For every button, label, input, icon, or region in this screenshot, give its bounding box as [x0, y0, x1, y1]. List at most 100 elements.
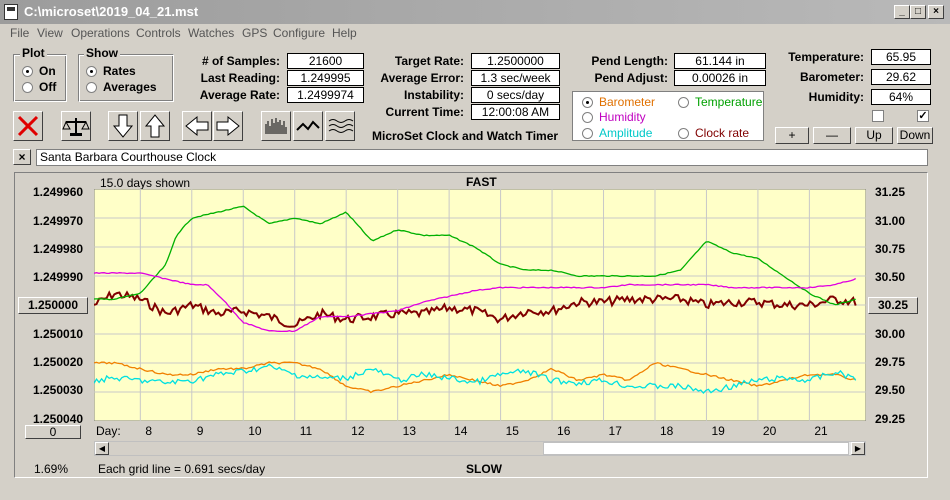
show-rates-radio[interactable]	[86, 66, 97, 77]
menu-watches[interactable]: Watches	[188, 26, 235, 40]
checkbox-2[interactable]: ✓	[917, 110, 929, 122]
plot-off-label: Off	[39, 80, 57, 94]
samples-field: 21600	[287, 53, 364, 69]
slow-label: SLOW	[466, 462, 502, 476]
right-tick-label: 29.50	[875, 383, 906, 397]
menu-view[interactable]: View	[37, 26, 63, 40]
average-rate-field: 1.2499974	[287, 87, 364, 103]
temperature-field: 65.95	[871, 49, 931, 65]
plot-on-radio[interactable]	[22, 66, 33, 77]
menu-configure[interactable]: Configure	[273, 26, 326, 40]
scrollbar-thumb[interactable]	[543, 442, 849, 455]
day-tick-label: 19	[711, 424, 725, 438]
description-field[interactable]: Santa Barbara Courthouse Clock	[36, 149, 928, 166]
left-axis-center-button[interactable]: 1.250000	[18, 297, 88, 314]
instability-field: 0 secs/day	[471, 87, 560, 103]
arrow-up-icon	[144, 114, 166, 138]
left-tick-label: 1.250010	[33, 327, 84, 341]
scroll-left-icon[interactable]: ◀	[95, 442, 109, 455]
stop-button[interactable]	[13, 111, 43, 141]
clock-rate-radio[interactable]	[678, 128, 689, 139]
pend-length-field: 61.144 in	[674, 53, 766, 69]
show-rates-label: Rates	[103, 64, 136, 78]
plot-off-radio[interactable]	[22, 82, 33, 93]
series-line-amplitude	[94, 363, 857, 394]
left-tick-label: 1.250020	[33, 355, 84, 369]
left-zero-button[interactable]: 0	[25, 425, 81, 439]
rate-chart	[94, 189, 866, 421]
right-tick-label: 30.75	[875, 242, 906, 256]
arrow-up-button[interactable]	[140, 111, 170, 141]
arrow-right-button[interactable]	[213, 111, 243, 141]
samples-label: # of Samples:	[201, 54, 280, 68]
menu-help[interactable]: Help	[332, 26, 357, 40]
left-tick-label: 1.249970	[33, 214, 84, 228]
right-tick-label: 30.00	[875, 327, 906, 341]
arrow-down-button[interactable]	[108, 111, 138, 141]
clear-description-button[interactable]: ×	[13, 149, 31, 165]
amplitude-radio[interactable]	[582, 128, 593, 139]
plot-group	[13, 54, 67, 102]
right-tick-label: 31.00	[875, 214, 906, 228]
temperature-radio[interactable]	[678, 97, 689, 108]
zoom-in-button[interactable]: +	[775, 127, 809, 144]
series-line-clock-rate	[94, 290, 857, 328]
pend-adjust-field: 0.00026 in	[674, 70, 766, 86]
scrollbar-track[interactable]	[109, 442, 543, 455]
histogram-button[interactable]	[261, 111, 291, 141]
left-tick-label: 1.250030	[33, 383, 84, 397]
left-tick-label: 1.249990	[33, 270, 84, 284]
day-tick-label: 11	[299, 424, 313, 438]
checkbox-1[interactable]	[872, 110, 884, 122]
days-shown-label: 15.0 days shown	[100, 176, 191, 190]
plot-panel	[14, 172, 928, 478]
day-tick-label: 12	[351, 424, 365, 438]
menu-operations[interactable]: Operations	[71, 26, 130, 40]
show-group	[78, 54, 174, 102]
last-reading-field: 1.249995	[287, 70, 364, 86]
app-icon	[4, 4, 18, 20]
scroll-right-icon[interactable]: ▶	[851, 442, 865, 455]
temperature-label: Temperature:	[788, 50, 864, 64]
line-graph-button[interactable]	[293, 111, 323, 141]
minimize-button[interactable]: _	[894, 5, 910, 19]
right-axis-center-button[interactable]: 30.25	[868, 297, 918, 314]
zoom-out-button[interactable]: —	[813, 127, 851, 144]
average-error-field: 1.3 sec/week	[471, 70, 560, 86]
right-tick-label: 29.25	[875, 412, 906, 426]
horizontal-scrollbar[interactable]: ◀ ▶	[94, 441, 866, 456]
maximize-button[interactable]: □	[910, 5, 926, 19]
humidity-radio[interactable]	[582, 112, 593, 123]
last-reading-label: Last Reading:	[200, 71, 280, 85]
menu-gps[interactable]: GPS	[242, 26, 268, 40]
humidity-option: Humidity	[599, 110, 646, 124]
show-averages-radio[interactable]	[86, 82, 97, 93]
balance-button[interactable]	[61, 111, 91, 141]
temperature-option: Temperature	[695, 95, 763, 109]
series-line-humidity	[94, 271, 857, 333]
day-axis-label: Day:	[96, 424, 121, 438]
show-averages-label: Averages	[103, 80, 157, 94]
day-tick-label: 16	[557, 424, 571, 438]
percent-label: 1.69%	[34, 462, 69, 476]
left-tick-label: 1.249960	[33, 185, 84, 199]
series-line-temperature	[94, 205, 856, 306]
day-tick-label: 15	[505, 424, 519, 438]
close-window-button[interactable]: ×	[928, 5, 944, 19]
day-tick-label: 13	[402, 424, 416, 438]
wave-button[interactable]	[325, 111, 355, 141]
title-bar: C:\microset\2019_04_21.mst _ □ ×	[0, 0, 950, 24]
amplitude-option: Amplitude	[599, 126, 653, 140]
menu-controls[interactable]: Controls	[136, 26, 181, 40]
menu-file[interactable]: File	[10, 26, 30, 40]
target-rate-label: Target Rate:	[394, 54, 464, 68]
day-tick-label: 21	[814, 424, 828, 438]
arrow-left-button[interactable]	[182, 111, 212, 141]
balance-scale-icon	[62, 118, 90, 136]
barometer-option: Barometer	[599, 95, 656, 109]
scroll-up-button[interactable]: Up	[855, 127, 893, 144]
window-title: C:\microset\2019_04_21.mst	[24, 4, 199, 19]
day-tick-label: 10	[248, 424, 262, 438]
scroll-down-button[interactable]: Down	[897, 127, 933, 144]
barometer-radio[interactable]	[582, 97, 593, 108]
